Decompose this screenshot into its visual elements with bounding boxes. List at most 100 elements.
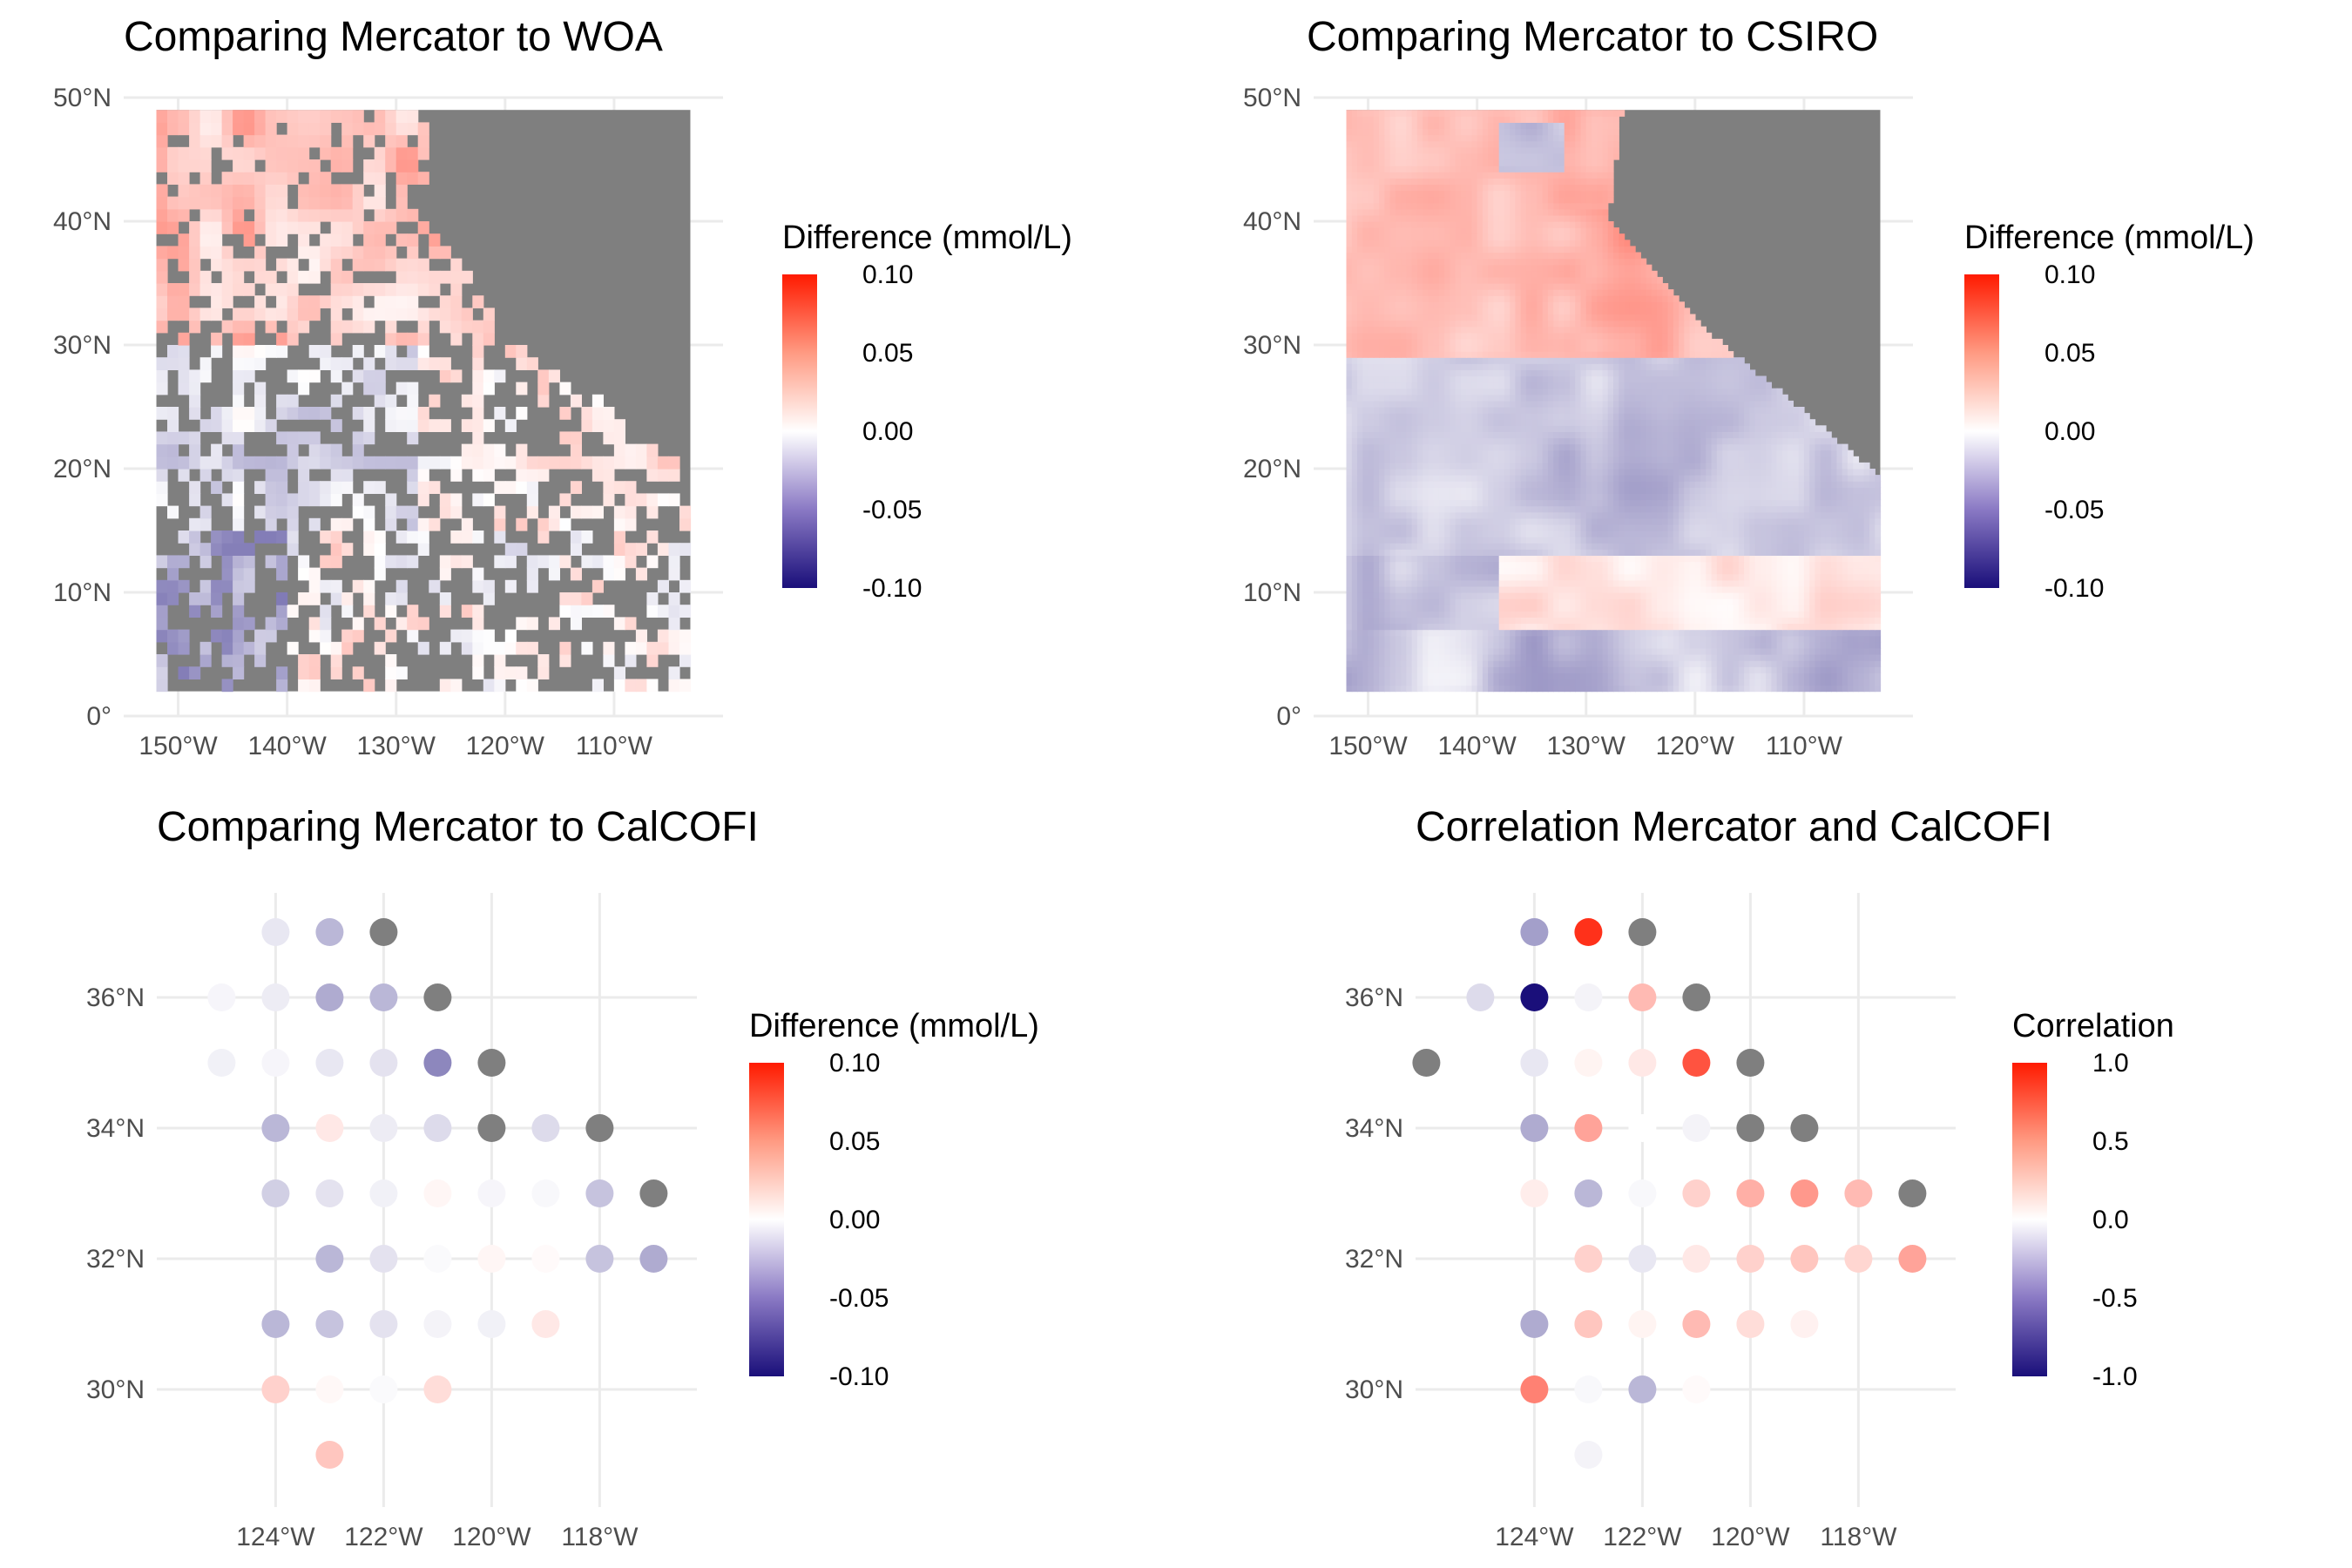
heatmap-cell <box>1537 666 1544 673</box>
heatmap-cell <box>1635 499 1641 507</box>
heatmap-cell <box>243 320 255 334</box>
heatmap-cell <box>1373 679 1380 686</box>
heatmap-cell <box>341 184 354 198</box>
heatmap-cell <box>1411 598 1418 605</box>
heatmap-cell <box>407 629 419 643</box>
heatmap-cell <box>1662 524 1669 531</box>
heatmap-cell <box>1346 443 1353 451</box>
heatmap-cell <box>1537 654 1544 661</box>
heatmap-cell <box>1592 567 1598 575</box>
heatmap-cell <box>1858 679 1865 686</box>
heatmap-cell <box>1776 511 1783 519</box>
heatmap-cell <box>1679 561 1685 569</box>
heatmap-cell <box>1673 475 1680 482</box>
heatmap-cell <box>483 332 495 346</box>
heatmap-cell <box>1689 567 1696 575</box>
heatmap-cell <box>1858 641 1865 649</box>
heatmap-cell <box>1602 635 1609 643</box>
heatmap-cell <box>1488 561 1494 569</box>
heatmap-cell <box>1733 672 1740 679</box>
heatmap-cell <box>189 110 201 123</box>
heatmap-cell <box>1395 585 1402 593</box>
heatmap-cell <box>1531 511 1538 519</box>
heatmap-cell <box>352 629 364 643</box>
heatmap-cell <box>472 345 484 358</box>
heatmap-cell <box>199 159 212 172</box>
heatmap-cell <box>1798 543 1805 550</box>
heatmap-cell <box>233 258 245 272</box>
heatmap-cell <box>1798 555 1805 563</box>
heatmap-cell <box>233 629 245 643</box>
heatmap-cell <box>1651 469 1658 476</box>
heatmap-cell <box>385 517 397 531</box>
heatmap-cell <box>1619 605 1625 612</box>
heatmap-cell <box>167 110 179 123</box>
heatmap-cell <box>1488 524 1494 531</box>
heatmap-cell <box>1613 561 1619 569</box>
heatmap-cell <box>668 469 680 482</box>
heatmap-cell <box>1411 623 1418 631</box>
heatmap-cell <box>1706 549 1713 556</box>
heatmap-cell <box>1727 685 1734 693</box>
heatmap-cell <box>516 456 528 470</box>
heatmap-cell <box>1853 666 1860 673</box>
heatmap-cell <box>1673 462 1680 470</box>
heatmap-cell <box>1793 549 1800 556</box>
heatmap-cell <box>1836 443 1843 451</box>
heatmap-cell <box>1498 617 1505 625</box>
heatmap-cell <box>1460 598 1467 605</box>
heatmap-cell <box>1537 505 1544 513</box>
heatmap-cell <box>1379 567 1385 575</box>
heatmap-cell <box>1651 481 1658 488</box>
heatmap-cell <box>233 666 245 679</box>
heatmap-cell <box>1384 475 1391 482</box>
heatmap-cell <box>1368 481 1375 488</box>
heatmap-cell <box>1411 475 1418 482</box>
heatmap-cell <box>1781 592 1788 599</box>
heatmap-cell <box>1488 449 1494 457</box>
heatmap-cell <box>1727 549 1734 556</box>
heatmap-cell <box>1667 462 1674 470</box>
heatmap-cell <box>1553 617 1560 625</box>
heatmap-cell <box>221 221 233 234</box>
heatmap-cell <box>1488 579 1494 587</box>
heatmap-cell <box>1477 493 1484 501</box>
heatmap-cell <box>1836 679 1843 686</box>
heatmap-cell <box>1547 475 1554 482</box>
heatmap-cell <box>1401 511 1407 519</box>
heatmap-cell <box>1531 456 1538 463</box>
heatmap-cell <box>1537 567 1544 575</box>
heatmap-cell <box>1635 679 1641 686</box>
heatmap-cell <box>1482 647 1489 655</box>
heatmap-cell <box>1542 524 1549 531</box>
heatmap-cell <box>1667 505 1674 513</box>
heatmap-cell <box>1373 499 1380 507</box>
heatmap-cell <box>1619 679 1625 686</box>
heatmap-cell <box>1368 598 1375 605</box>
heatmap-cell <box>1575 469 1582 476</box>
heatmap-cell <box>1547 592 1554 599</box>
heatmap-cell <box>1706 585 1713 593</box>
heatmap-cell <box>178 666 190 679</box>
heatmap-cell <box>298 295 310 308</box>
heatmap-cell <box>1482 487 1489 494</box>
heatmap-cell <box>1466 573 1472 581</box>
heatmap-cell <box>1788 543 1794 550</box>
heatmap-cell <box>1831 537 1838 544</box>
heatmap-cell <box>233 110 245 123</box>
heatmap-cell <box>1357 629 1363 637</box>
heatmap-cell <box>1357 481 1363 488</box>
heatmap-cell <box>1607 617 1614 625</box>
heatmap-cell <box>1564 475 1571 482</box>
legend-tick-label: -0.05 <box>862 496 922 524</box>
heatmap-cell <box>1368 517 1375 525</box>
heatmap-cell <box>1657 611 1663 618</box>
heatmap-cell <box>1781 641 1788 649</box>
heatmap-cell <box>1553 481 1560 488</box>
heatmap-cell <box>1711 598 1718 605</box>
heatmap-cell <box>1760 623 1767 631</box>
heatmap-cell <box>1781 672 1788 679</box>
heatmap-cell <box>1362 611 1369 618</box>
heatmap-cell <box>407 308 419 321</box>
heatmap-cell <box>1722 660 1728 667</box>
